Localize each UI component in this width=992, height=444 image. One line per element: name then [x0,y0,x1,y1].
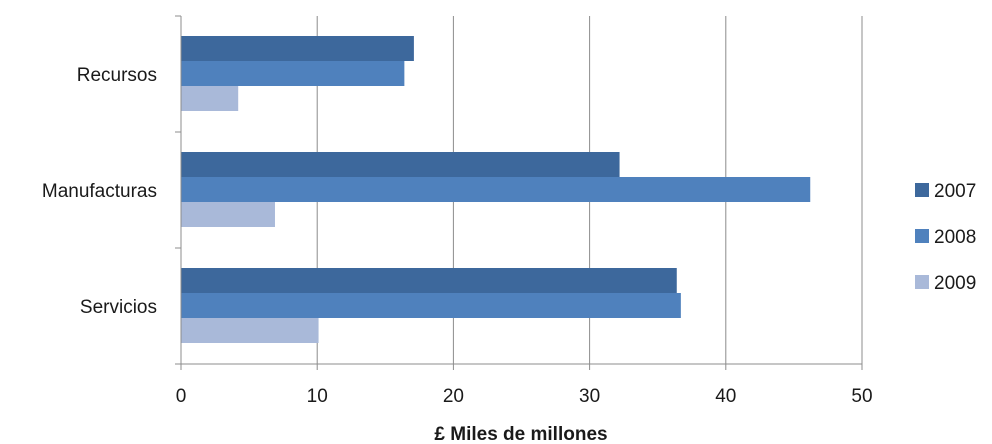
x-tick-label: 0 [176,386,187,407]
bars [181,36,811,343]
bar-2009-recursos [181,86,239,111]
legend-label: 2009 [934,273,976,294]
bar-2007-manufacturas [181,152,620,177]
legend-label: 2007 [934,181,976,202]
category-label: Manufacturas [42,181,157,202]
axes [175,15,863,370]
legend: 2007 2008 2009 [915,181,976,294]
legend-swatch [915,229,929,243]
x-axis-title: £ Miles de millones [434,424,607,444]
x-tick-label: 20 [443,386,464,407]
legend-swatch [915,183,929,197]
x-tick-label: 50 [851,386,872,407]
bar-2008-servicios [181,293,681,318]
legend-swatch [915,275,929,289]
category-label: Recursos [77,65,157,86]
category-label: Servicios [80,297,157,318]
legend-label: 2008 [934,227,976,248]
bar-2009-servicios [181,318,319,343]
x-tick-labels: 0 10 20 30 40 50 [176,386,873,407]
x-tick-label: 10 [307,386,328,407]
bar-2007-servicios [181,268,677,293]
x-tick-label: 40 [715,386,736,407]
bar-2008-recursos [181,61,405,86]
x-tick-label: 30 [579,386,600,407]
bar-2009-manufacturas [181,202,275,227]
bar-2007-recursos [181,36,414,61]
category-labels: Recursos Manufacturas Servicios [42,65,157,318]
bar-2008-manufacturas [181,177,811,202]
